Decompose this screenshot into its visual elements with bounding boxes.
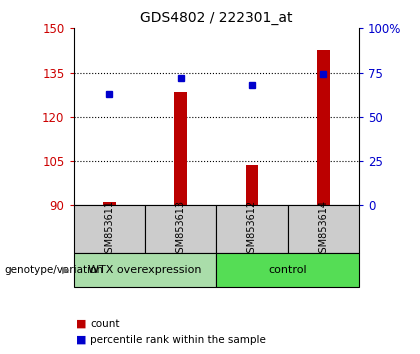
Bar: [288, 205, 359, 253]
Bar: [216, 253, 359, 287]
Text: count: count: [90, 319, 120, 329]
Text: GSM853613: GSM853613: [176, 200, 186, 259]
Bar: [145, 205, 216, 253]
Text: GSM853614: GSM853614: [318, 200, 328, 259]
Bar: [216, 205, 288, 253]
Bar: [317, 51, 330, 205]
Bar: [174, 92, 187, 205]
Text: genotype/variation: genotype/variation: [4, 265, 103, 275]
Text: control: control: [268, 265, 307, 275]
Bar: [74, 205, 145, 253]
Text: GSM853611: GSM853611: [104, 200, 114, 259]
Text: ▶: ▶: [62, 265, 69, 275]
Bar: [103, 202, 116, 205]
Text: GSM853612: GSM853612: [247, 200, 257, 259]
Bar: [246, 166, 258, 205]
Text: WTX overexpression: WTX overexpression: [88, 265, 202, 275]
Text: ■: ■: [76, 319, 86, 329]
Title: GDS4802 / 222301_at: GDS4802 / 222301_at: [140, 11, 293, 24]
Text: percentile rank within the sample: percentile rank within the sample: [90, 335, 266, 345]
Text: ■: ■: [76, 335, 86, 345]
Bar: [74, 253, 216, 287]
